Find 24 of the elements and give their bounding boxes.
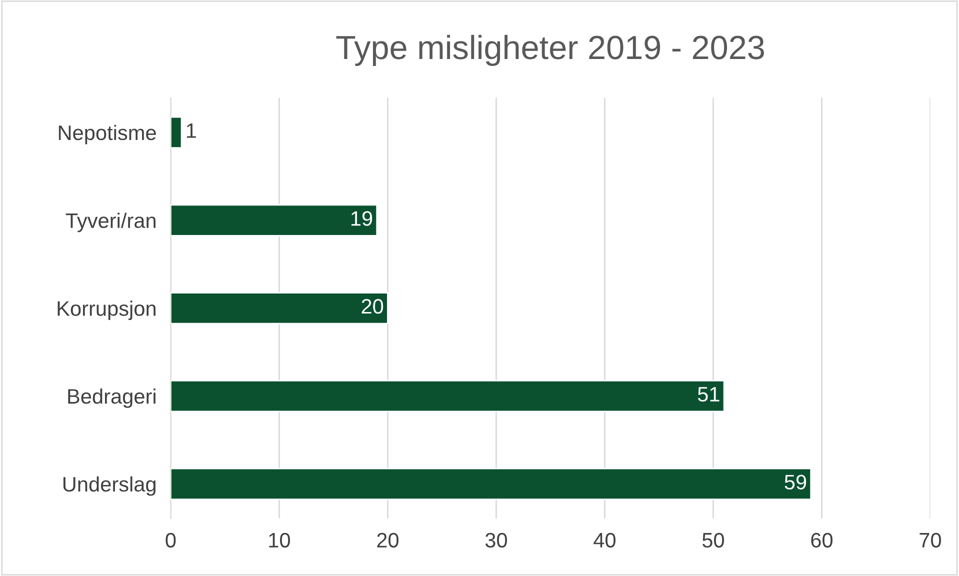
x-tick-label: 0 (166, 532, 176, 548)
bar (170, 204, 378, 236)
data-label: 19 (351, 211, 372, 226)
data-label: 51 (698, 387, 720, 402)
y-tick-label: Underslag (63, 476, 156, 496)
chart-title: Type misligheter 2019 - 2023 (336, 34, 764, 66)
y-tick-label: Nepotisme (58, 124, 156, 144)
bar (170, 380, 725, 412)
y-tick-label: Korrupsjon (58, 300, 156, 320)
x-tick-label: 60 (811, 532, 832, 548)
x-tick-label: 30 (485, 532, 507, 548)
y-tick-label: Bedrageri (68, 388, 156, 408)
data-label: 20 (362, 299, 384, 314)
x-tick-label: 20 (377, 532, 398, 548)
bar (170, 116, 182, 148)
data-label: 59 (784, 474, 806, 490)
bar (170, 292, 388, 324)
data-label: 1 (186, 123, 196, 138)
bar (170, 468, 812, 500)
x-tick-label: 40 (594, 532, 616, 548)
x-tick-label: 10 (269, 532, 290, 548)
y-tick-label: Tyveri/ran (66, 212, 156, 232)
x-tick-label: 50 (702, 532, 724, 548)
x-tick-label: 70 (920, 532, 942, 548)
